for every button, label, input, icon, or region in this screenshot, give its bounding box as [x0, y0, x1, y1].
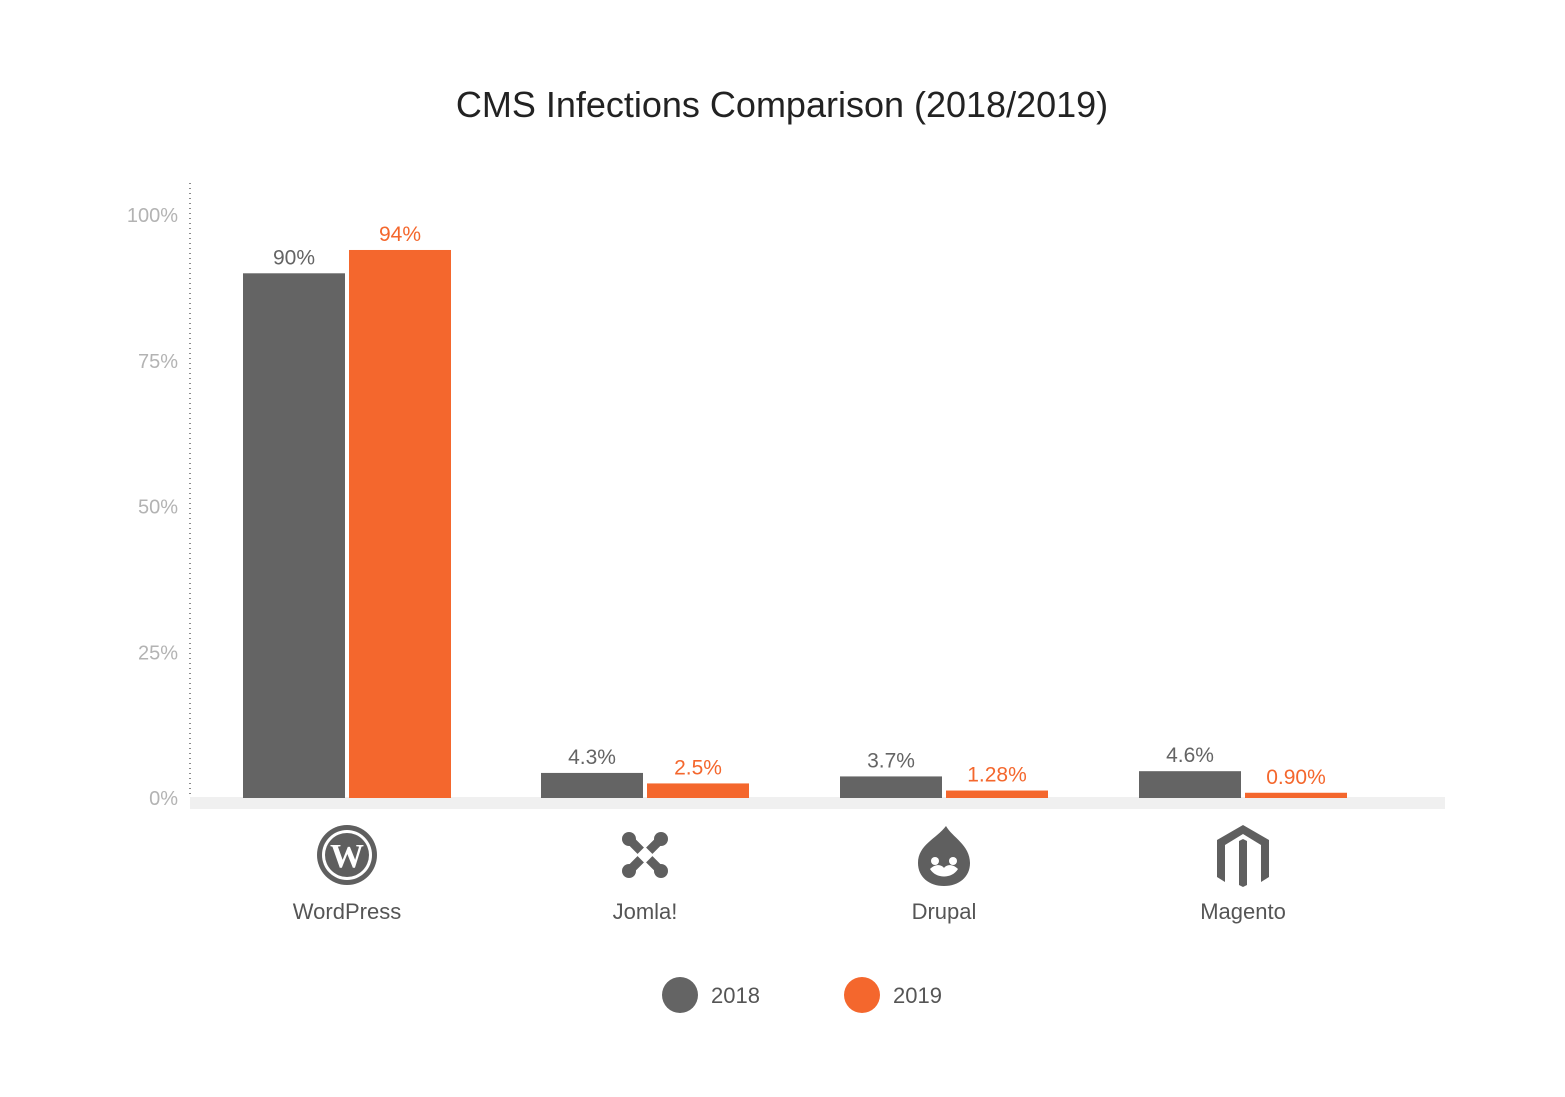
- bar-jomla-2018: [541, 772, 643, 798]
- svg-text:W: W: [330, 838, 364, 875]
- data-label-magento-2018: 4.6%: [1166, 744, 1214, 767]
- magento-icon: [1217, 825, 1269, 887]
- y-tick-label: 25%: [138, 642, 178, 664]
- chart-title: CMS Infections Comparison (2018/2019): [456, 84, 1108, 125]
- data-label-magento-2019: 0.90%: [1266, 766, 1326, 789]
- category-icons: W: [317, 825, 1269, 887]
- data-label-drupal-2018: 3.7%: [867, 749, 915, 772]
- y-tick-label: 100%: [127, 205, 178, 227]
- data-label-drupal-2019: 1.28%: [967, 764, 1027, 787]
- x-category-label-magento: Magento: [1200, 899, 1286, 924]
- y-tick-label: 50%: [138, 497, 178, 519]
- data-label-jomla-2018: 4.3%: [568, 746, 616, 769]
- legend-swatch-2019: [844, 977, 880, 1013]
- data-label-wordpress-2018: 90%: [273, 246, 315, 269]
- y-tick-label: 0%: [149, 788, 178, 810]
- legend-swatch-2018: [662, 977, 698, 1013]
- bar-wordpress-2018: [243, 273, 345, 798]
- data-label-wordpress-2019: 94%: [379, 223, 421, 246]
- bar-magento-2019: [1245, 792, 1347, 798]
- drupal-icon: [918, 826, 970, 886]
- wordpress-icon: W: [317, 825, 377, 885]
- x-category-label-jomla: Jomla!: [613, 899, 678, 924]
- y-tick-label: 75%: [138, 351, 178, 373]
- legend-label-2019: 2019: [893, 983, 942, 1008]
- bar-jomla-2019: [647, 783, 749, 798]
- bar-magento-2018: [1139, 771, 1241, 798]
- x-axis-band: [190, 797, 1445, 809]
- data-label-jomla-2019: 2.5%: [674, 756, 722, 779]
- x-category-label-drupal: Drupal: [912, 899, 977, 924]
- bar-drupal-2019: [946, 790, 1048, 798]
- plot-area: 0% 25% 50% 75% 100% 90% 94% WordPress 4.3% 2.5% Jo…: [127, 183, 1445, 924]
- x-category-label-wordpress: WordPress: [293, 899, 401, 924]
- joomla-icon: [622, 832, 668, 878]
- bar-wordpress-2019: [349, 249, 451, 799]
- legend-label-2018: 2018: [711, 983, 760, 1008]
- bar-drupal-2018: [840, 776, 942, 798]
- legend: 2018 2019: [662, 977, 942, 1013]
